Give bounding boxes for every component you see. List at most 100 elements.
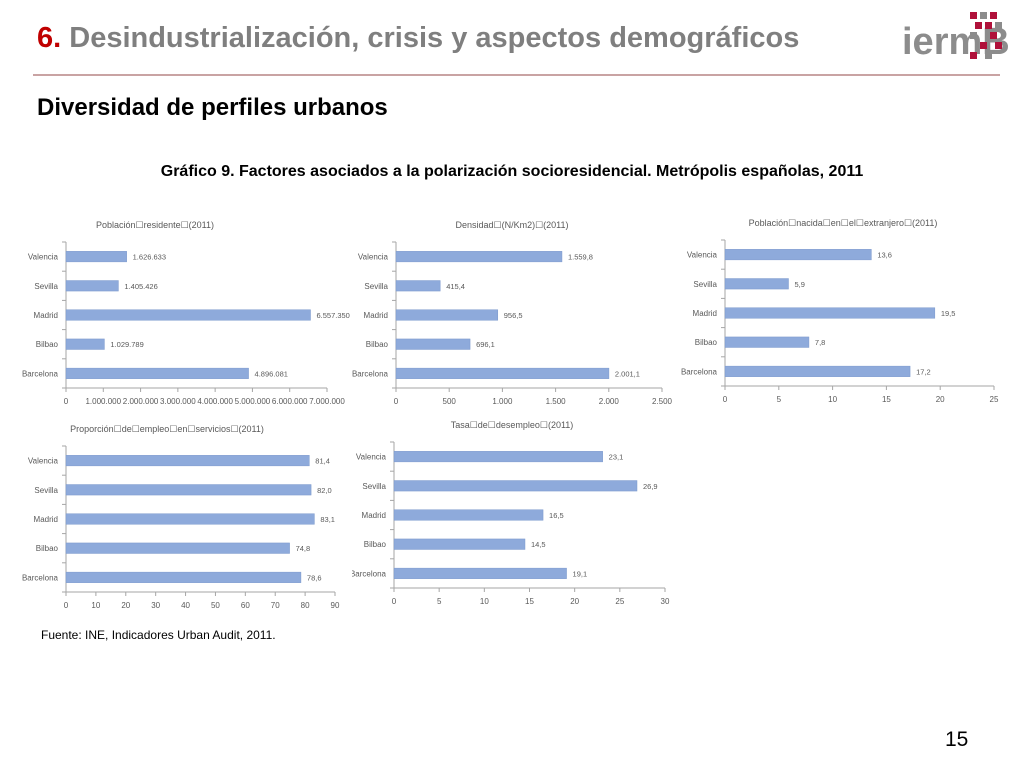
data-label: 1.559,8: [568, 253, 593, 262]
data-label: 26,9: [643, 482, 658, 491]
data-label: 17,2: [916, 367, 931, 376]
bar-sevilla: [65, 280, 119, 292]
category-label: Madrid: [693, 309, 717, 318]
bar-madrid: [724, 307, 936, 319]
x-tick-label: 40: [181, 601, 190, 610]
x-tick-label: 4.000.000: [197, 397, 233, 406]
x-tick-label: 50: [211, 601, 220, 610]
bar-madrid: [395, 309, 499, 321]
data-label: 16,5: [549, 511, 564, 520]
x-tick-label: 3.000.000: [160, 397, 196, 406]
category-label: Valencia: [28, 457, 59, 466]
category-label: Madrid: [34, 515, 58, 524]
category-label: Valencia: [358, 253, 389, 262]
category-label: Bilbao: [366, 340, 389, 349]
category-label: Bilbao: [36, 340, 59, 349]
x-tick-label: 0: [723, 395, 728, 404]
data-label: 74,8: [296, 544, 311, 553]
slide-header: 6. Desindustrialización, crisis y aspect…: [37, 22, 799, 55]
logo-square: [980, 12, 987, 19]
x-tick-label: 20: [121, 601, 130, 610]
bar-valencia: [393, 451, 603, 463]
chart-title: Tasa☐de☐desempleo☐(2011): [451, 420, 574, 430]
data-label: 6.557.350: [316, 311, 349, 320]
data-label: 1.405.426: [124, 282, 157, 291]
x-tick-label: 2.000: [599, 397, 620, 406]
category-label: Barcelona: [22, 573, 59, 582]
x-tick-label: 80: [301, 601, 310, 610]
bar-valencia: [395, 251, 563, 263]
chart-empleo-servicios: Proporción☐de☐empleo☐en☐servicios☐(2011)…: [22, 424, 340, 610]
x-tick-label: 25: [615, 597, 624, 606]
bar-bilbao: [65, 542, 290, 554]
x-tick-label: 2.500: [652, 397, 672, 406]
bar-bilbao: [393, 538, 526, 550]
data-label: 13,6: [877, 251, 892, 260]
category-label: Barcelona: [22, 369, 59, 378]
logo-square: [970, 52, 977, 59]
data-label: 7,8: [815, 338, 825, 347]
logo-square: [985, 52, 992, 59]
x-tick-label: 5: [437, 597, 442, 606]
logo-square: [990, 12, 997, 19]
bar-bilbao: [395, 338, 471, 350]
x-tick-label: 70: [271, 601, 280, 610]
x-tick-label: 15: [525, 597, 534, 606]
x-tick-label: 10: [480, 597, 489, 606]
data-label: 1.029.789: [110, 340, 143, 349]
data-label: 78,6: [307, 573, 322, 582]
data-label: 83,1: [320, 515, 335, 524]
x-tick-label: 10: [91, 601, 100, 610]
bar-barcelona: [724, 365, 911, 377]
x-tick-label: 90: [331, 601, 340, 610]
category-label: Madrid: [362, 511, 386, 520]
data-label: 19,1: [573, 569, 588, 578]
x-tick-label: 20: [936, 395, 945, 404]
chart-title: Población☐nacida☐en☐el☐extranjero☐(2011): [749, 218, 938, 228]
category-label: Bilbao: [36, 544, 59, 553]
data-label: 19,5: [941, 309, 956, 318]
logo-square: [980, 42, 987, 49]
section-number: 6.: [37, 22, 62, 54]
section-title: Desindustrialización, crisis y aspectos …: [69, 22, 800, 54]
bar-barcelona: [393, 567, 567, 579]
x-tick-label: 15: [882, 395, 891, 404]
data-label: 696,1: [476, 340, 495, 349]
bar-barcelona: [65, 367, 249, 379]
bar-sevilla: [395, 280, 441, 292]
x-tick-label: 6.000.000: [272, 397, 308, 406]
logo-square: [995, 22, 1002, 29]
chart-tasa-desempleo: Tasa☐de☐desempleo☐(2011) 0 5 10 15 20 25 30 Vale…: [352, 420, 670, 606]
bar-sevilla: [65, 484, 312, 496]
x-tick-label: 2.000.000: [123, 397, 159, 406]
iermb-logo: iermB: [902, 12, 1010, 63]
figure-title: Gráfico 9. Factores asociados a la polar…: [160, 163, 864, 180]
data-label: 82,0: [317, 486, 332, 495]
x-tick-label: 1.000.000: [85, 397, 121, 406]
category-label: Valencia: [687, 251, 718, 260]
logo-square: [995, 42, 1002, 49]
category-label: Madrid: [364, 311, 388, 320]
category-label: Sevilla: [34, 282, 58, 291]
logo-square: [975, 22, 982, 29]
slide-subtitle: Diversidad de perfiles urbanos: [37, 94, 388, 121]
bar-sevilla: [393, 480, 638, 492]
x-tick-label: 7.000.000: [309, 397, 345, 406]
data-label: 5,9: [794, 280, 804, 289]
x-tick-label: 5.000.000: [235, 397, 271, 406]
bar-valencia: [724, 249, 872, 261]
data-label: 4.896.081: [255, 369, 288, 378]
category-label: Barcelona: [352, 369, 389, 378]
category-label: Bilbao: [364, 540, 387, 549]
x-tick-label: 10: [828, 395, 837, 404]
data-label: 956,5: [504, 311, 523, 320]
x-tick-label: 25: [990, 395, 999, 404]
bar-madrid: [65, 309, 311, 321]
x-tick-label: 0: [394, 397, 399, 406]
x-tick-label: 0: [64, 397, 69, 406]
data-label: 415,4: [446, 282, 465, 291]
category-label: Sevilla: [362, 482, 386, 491]
chart-title: Densidad☐(N/Km2)☐(2011): [455, 220, 568, 230]
data-label: 14,5: [531, 540, 546, 549]
logo-square: [970, 32, 977, 39]
